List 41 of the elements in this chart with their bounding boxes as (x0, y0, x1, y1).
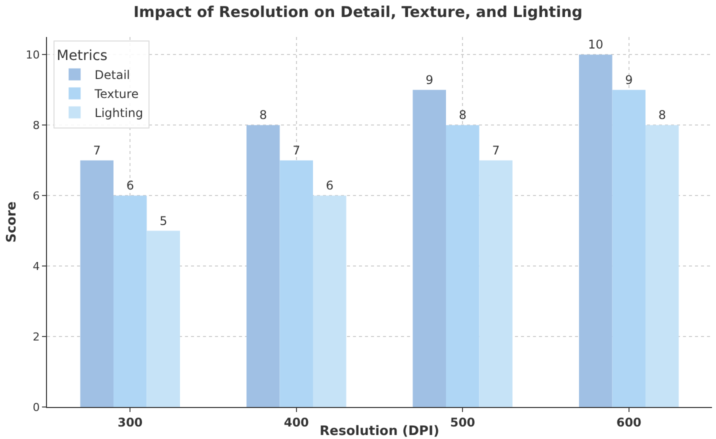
bar (313, 196, 346, 407)
bar (280, 160, 313, 407)
data-label: 7 (93, 143, 101, 158)
bar (412, 90, 446, 407)
y-axis-title: Score (4, 201, 20, 243)
bar (80, 160, 114, 407)
y-tick-label: 8 (32, 118, 40, 132)
x-tick-label: 600 (616, 415, 642, 430)
data-label: 6 (326, 178, 334, 193)
legend-label: Detail (94, 68, 130, 82)
y-tick-label: 4 (32, 260, 40, 273)
bar (114, 196, 147, 407)
bar (246, 125, 280, 407)
bar (612, 90, 646, 407)
x-tick-label: 500 (450, 415, 476, 430)
legend-label: Texture (94, 87, 139, 102)
data-label: 8 (458, 108, 466, 122)
legend-label: Lighting (94, 106, 144, 120)
data-label: 6 (126, 178, 134, 193)
bar (579, 54, 612, 407)
y-tick-label: 10 (26, 48, 40, 62)
data-label: 7 (292, 143, 300, 158)
data-label: 8 (658, 108, 666, 122)
y-tick-label: 0 (32, 400, 40, 414)
data-label: 8 (259, 108, 267, 122)
bar (146, 230, 180, 407)
x-tick-label: 400 (284, 415, 309, 430)
bar (646, 125, 679, 407)
chart-title: Impact of Resolution on Detail, Texture, and Lighting (133, 3, 583, 22)
y-tick-label: 6 (32, 189, 40, 202)
data-label: 7 (492, 143, 500, 158)
data-label: 10 (588, 38, 604, 52)
data-label: 9 (625, 72, 633, 87)
data-label: 5 (160, 214, 168, 228)
data-label: 9 (426, 72, 434, 87)
y-tick-label: 2 (32, 330, 40, 344)
x-tick-label: 300 (118, 415, 143, 430)
legend-title: Metrics (56, 48, 108, 64)
bar (446, 125, 480, 407)
x-axis-title: Resolution (DPI) (320, 424, 440, 439)
bar (479, 160, 512, 407)
